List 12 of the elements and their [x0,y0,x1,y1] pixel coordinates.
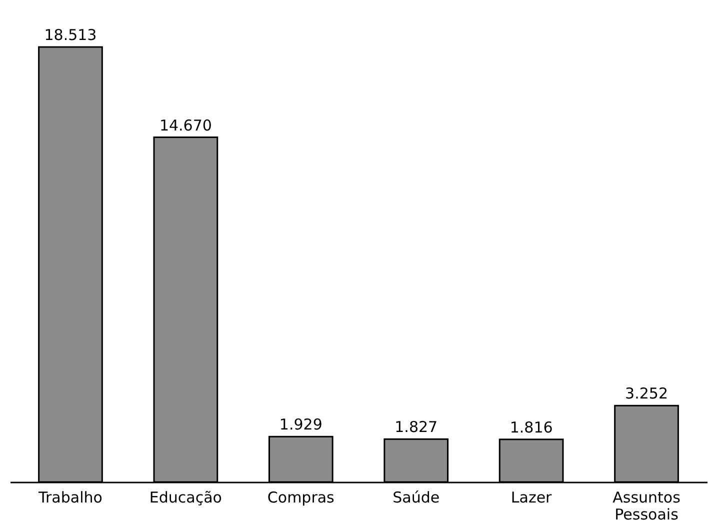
data-label: 3.252 [625,384,668,403]
data-label: 18.513 [44,26,97,44]
data-label: 1.929 [279,416,322,434]
data-label: 1.827 [394,418,438,436]
x-tick-label: Trabalho [38,488,102,506]
data-label: 1.816 [510,418,553,436]
x-tick-label: Lazer [510,488,553,506]
x-tick-label: Assuntos Pessoais [612,488,681,524]
x-tick-label: Educação [149,488,222,506]
data-label: 14.670 [159,116,212,134]
x-tick-label: Saúde [392,488,440,506]
x-tick-label: Compras [267,488,335,506]
